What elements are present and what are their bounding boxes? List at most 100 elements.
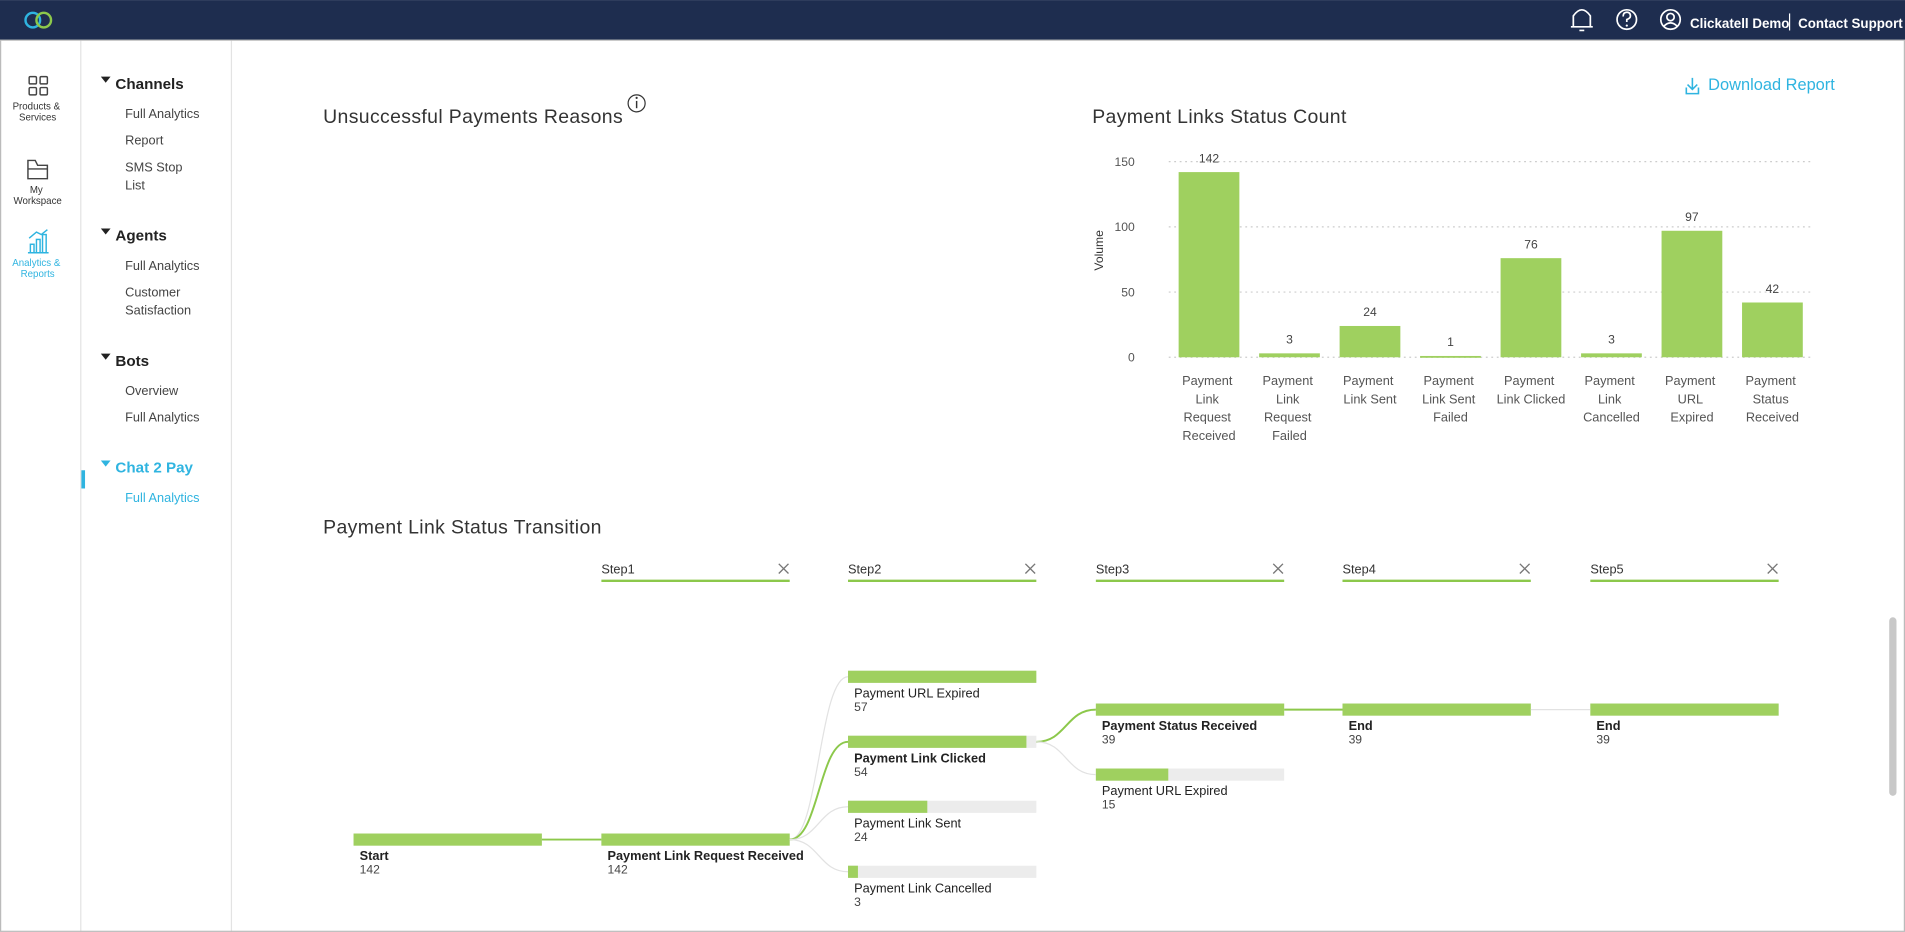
- step-label[interactable]: Step5: [1590, 562, 1623, 577]
- data-label: 1: [1447, 335, 1454, 349]
- node-bar[interactable]: [848, 735, 1027, 748]
- node-bar[interactable]: [848, 670, 1037, 683]
- user-icon[interactable]: [1659, 8, 1682, 31]
- node-bar[interactable]: [848, 800, 928, 813]
- user-name[interactable]: Clickatell Demo: [1690, 16, 1790, 31]
- node-bar[interactable]: [848, 865, 858, 878]
- step-clear[interactable]: [1024, 563, 1036, 574]
- step-label[interactable]: Step1: [601, 562, 634, 577]
- sidebar-item[interactable]: SMS Stop List: [125, 159, 186, 192]
- text-line: Full Analytics: [125, 490, 199, 505]
- analytics-icon: [27, 229, 49, 254]
- text-line: Analytics &: [12, 258, 63, 269]
- node-label: Payment Link Cancelled: [854, 880, 992, 895]
- download-report[interactable]: Download Report: [1708, 76, 1835, 94]
- connector: [789, 838, 849, 873]
- bar: [1661, 230, 1723, 358]
- info-icon[interactable]: [627, 94, 646, 113]
- node-label: Payment Link Request Received: [607, 848, 803, 863]
- connector: [789, 676, 849, 841]
- step-clear[interactable]: [1519, 563, 1531, 574]
- reasons-title: Unsuccessful Payments Reasons: [323, 106, 623, 128]
- sidebar-item[interactable]: Overview: [125, 383, 179, 398]
- bar: [1178, 172, 1240, 358]
- text-line: Failed: [1272, 428, 1307, 443]
- connector: [789, 740, 849, 841]
- node-bar[interactable]: [1590, 703, 1779, 716]
- caret: [100, 228, 111, 235]
- node-label: Payment URL Expired: [854, 685, 980, 700]
- text-line: Received: [1182, 428, 1235, 443]
- nav-label[interactable]: Analytics & Reports: [12, 258, 63, 280]
- sidebar-item[interactable]: Customer Satisfaction: [125, 285, 191, 318]
- text-line: Report: [125, 133, 164, 148]
- node-bar[interactable]: [353, 833, 542, 846]
- section-title[interactable]: Agents: [115, 228, 166, 245]
- text-line: Workspace: [13, 196, 61, 207]
- node-value: 15: [1102, 798, 1116, 812]
- sidebar-item[interactable]: Full Analytics: [125, 258, 199, 273]
- text-line: Link: [1598, 391, 1625, 406]
- x-tick-label: Payment Link Request Failed: [1263, 373, 1317, 443]
- text-line: Link Clicked: [1497, 391, 1566, 406]
- logo[interactable]: [24, 11, 53, 29]
- nav-label[interactable]: My Workspace: [13, 185, 61, 207]
- x-tick-label: Payment Link Clicked: [1497, 373, 1566, 406]
- text-line: Link: [1276, 391, 1303, 406]
- text-line: URL: [1678, 391, 1707, 406]
- step-clear[interactable]: [1272, 563, 1284, 574]
- node-bar[interactable]: [1095, 703, 1285, 716]
- notifications-icon[interactable]: [1570, 8, 1593, 32]
- node-label: Payment Status Received: [1102, 718, 1257, 733]
- caret: [100, 460, 111, 467]
- text-line: Request: [1264, 410, 1315, 425]
- text-line: Products &: [13, 101, 63, 112]
- scrollbar-thumb[interactable]: [1889, 617, 1897, 796]
- text-line: Received: [1746, 410, 1799, 425]
- node-value: 142: [607, 863, 627, 877]
- x-tick-label: Payment URL Expired: [1665, 373, 1719, 424]
- text-line: Payment: [1424, 373, 1478, 388]
- sidebar-item[interactable]: Report: [125, 133, 164, 148]
- contact-support[interactable]: Contact Support: [1798, 16, 1903, 31]
- text-line: Payment: [1343, 373, 1397, 388]
- data-label: 42: [1766, 282, 1780, 296]
- data-label: 76: [1524, 237, 1538, 251]
- products-icon: [28, 75, 49, 96]
- sidebar-item[interactable]: Full Analytics: [125, 410, 199, 425]
- text-line: SMS Stop: [125, 159, 186, 174]
- connector: [789, 806, 849, 841]
- node-bar[interactable]: [1342, 703, 1531, 716]
- download-icon[interactable]: [1685, 77, 1700, 95]
- data-label: 3: [1608, 333, 1615, 347]
- nav-label[interactable]: Products & Services: [13, 101, 63, 123]
- data-label: 142: [1199, 151, 1219, 165]
- text-line: Services: [19, 112, 56, 123]
- window-border: [0, 39, 1905, 932]
- step-clear[interactable]: [1767, 563, 1778, 574]
- node-value: 39: [1596, 733, 1610, 747]
- section-title[interactable]: Bots: [115, 353, 149, 370]
- help-icon[interactable]: [1616, 8, 1638, 31]
- text-line: Payment: [1263, 373, 1317, 388]
- node-bar[interactable]: [1095, 768, 1169, 781]
- connector: [1036, 741, 1096, 776]
- node-bar[interactable]: [601, 833, 790, 846]
- x-tick-label: Payment Link Sent: [1343, 373, 1397, 406]
- connector: [1036, 708, 1096, 743]
- text-line: Payment: [1182, 373, 1236, 388]
- x-tick-label: Payment Status Received: [1745, 373, 1799, 424]
- step-label[interactable]: Step2: [848, 562, 881, 577]
- step-clear[interactable]: [778, 563, 789, 574]
- sidebar-item[interactable]: Full Analytics: [125, 490, 199, 505]
- section-title[interactable]: Chat 2 Pay: [115, 460, 193, 477]
- text-line: Customer: [125, 285, 184, 300]
- sidebar-item[interactable]: Full Analytics: [125, 106, 199, 121]
- text-line: Cancelled: [1583, 410, 1640, 425]
- node-value: 39: [1349, 733, 1363, 747]
- step-label[interactable]: Step4: [1342, 562, 1375, 577]
- section-title[interactable]: Channels: [115, 76, 183, 93]
- step-label[interactable]: Step3: [1096, 562, 1129, 577]
- node-value: 54: [854, 765, 868, 779]
